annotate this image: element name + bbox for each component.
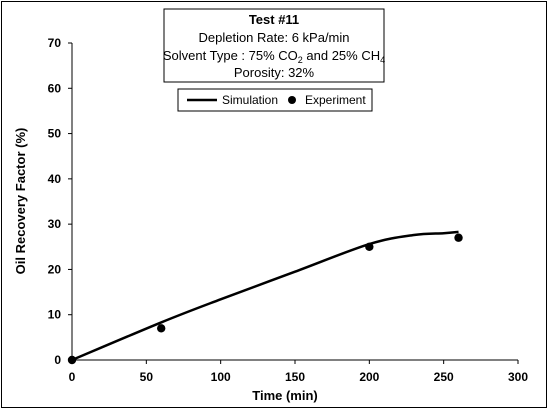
x-tick-label: 100 xyxy=(211,370,231,384)
legend-experiment-marker xyxy=(288,96,296,104)
x-tick-label: 250 xyxy=(434,370,454,384)
legend-experiment-label: Experiment xyxy=(305,93,366,107)
plot-area xyxy=(67,230,463,365)
info-porosity: Porosity: 32% xyxy=(234,65,315,80)
x-tick-label: 0 xyxy=(69,370,76,384)
x-tick-label: 300 xyxy=(508,370,528,384)
legend: Simulation Experiment xyxy=(177,88,373,112)
x-tick-label: 200 xyxy=(359,370,379,384)
experiment-point xyxy=(67,355,77,365)
simulation-line xyxy=(71,230,459,362)
info-depletion-rate: Depletion Rate: 6 kPa/min xyxy=(198,30,349,45)
info-solvent-type: Solvent Type : 75% CO2 and 25% CH4 xyxy=(163,48,385,65)
y-tick-label: 60 xyxy=(48,81,62,95)
y-tick-label: 50 xyxy=(48,127,62,141)
x-axis-title: Time (min) xyxy=(252,388,318,403)
info-box: Test #11 Depletion Rate: 6 kPa/min Solve… xyxy=(163,8,385,83)
y-ticks: 0 10 20 30 40 50 60 70 xyxy=(48,36,72,367)
info-title: Test #11 xyxy=(249,12,299,27)
x-tick-label: 150 xyxy=(285,370,305,384)
x-tick-label: 50 xyxy=(140,370,154,384)
legend-simulation-label: Simulation xyxy=(222,93,278,107)
y-tick-label: 10 xyxy=(48,308,62,322)
experiment-point xyxy=(157,324,166,333)
y-tick-label: 30 xyxy=(48,217,62,231)
y-tick-label: 0 xyxy=(54,353,61,367)
experiment-point xyxy=(365,242,374,251)
experiment-point xyxy=(454,233,463,242)
y-tick-label: 40 xyxy=(48,172,62,186)
y-tick-label: 70 xyxy=(48,36,62,50)
y-tick-label: 20 xyxy=(48,262,62,276)
x-ticks: 0 50 100 150 200 250 300 xyxy=(69,360,528,384)
y-axis-title: Oil Recovery Factor (%) xyxy=(13,128,28,275)
